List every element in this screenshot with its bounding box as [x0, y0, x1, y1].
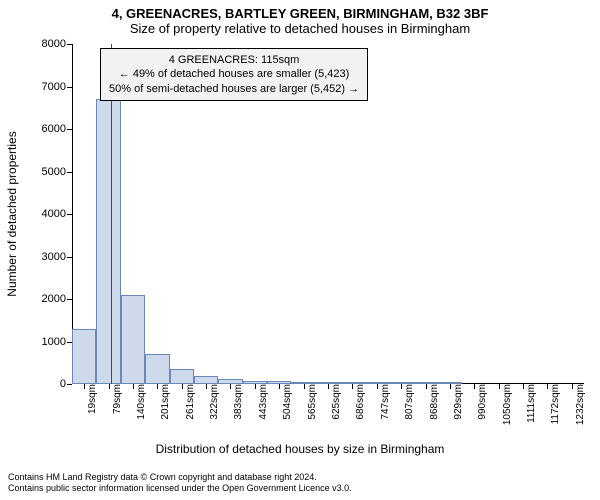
x-tick-label: 686sqm — [349, 384, 366, 420]
y-tick-label: 5000 — [42, 166, 72, 178]
x-tick-label: 1232sqm — [569, 384, 586, 425]
x-tick-label: 383sqm — [227, 384, 244, 420]
y-tick-label: 8000 — [42, 38, 72, 50]
x-tick-label: 322sqm — [203, 384, 220, 420]
footer: Contains HM Land Registry data © Crown c… — [8, 472, 352, 494]
x-tick-label: 1050sqm — [496, 384, 513, 425]
histogram-bar — [170, 369, 194, 384]
callout-line-2: ← 49% of detached houses are smaller (5,… — [109, 67, 359, 81]
histogram-bar — [194, 376, 218, 385]
chart-title: 4, GREENACRES, BARTLEY GREEN, BIRMINGHAM… — [0, 6, 600, 36]
callout-line-1: 4 GREENACRES: 115sqm — [109, 53, 359, 67]
x-tick-label: 201sqm — [154, 384, 171, 420]
x-tick-label: 807sqm — [398, 384, 415, 420]
callout-box: 4 GREENACRES: 115sqm ← 49% of detached h… — [100, 48, 368, 101]
histogram-bar — [96, 99, 120, 384]
x-tick-label: 990sqm — [471, 384, 488, 420]
x-tick-label: 443sqm — [252, 384, 269, 420]
x-tick-label: 625sqm — [325, 384, 342, 420]
x-tick-label: 565sqm — [301, 384, 318, 420]
x-tick-label: 929sqm — [447, 384, 464, 420]
y-tick-label: 0 — [60, 378, 72, 390]
x-tick-label: 140sqm — [130, 384, 147, 420]
footer-line-2: Contains public sector information licen… — [8, 483, 352, 494]
histogram-bar — [72, 329, 96, 384]
title-line-2: Size of property relative to detached ho… — [0, 21, 600, 36]
x-tick-label: 868sqm — [423, 384, 440, 420]
y-tick-label: 4000 — [42, 208, 72, 220]
x-tick-label: 747sqm — [374, 384, 391, 420]
y-axis-label: Number of detached properties — [5, 131, 19, 296]
y-tick-label: 2000 — [42, 293, 72, 305]
x-tick-label: 79sqm — [106, 384, 123, 414]
y-tick-label: 7000 — [42, 81, 72, 93]
x-tick-label: 261sqm — [179, 384, 196, 420]
title-line-1: 4, GREENACRES, BARTLEY GREEN, BIRMINGHAM… — [0, 6, 600, 21]
histogram-bar — [145, 354, 169, 384]
callout-line-3: 50% of semi-detached houses are larger (… — [109, 82, 359, 96]
y-tick-label: 1000 — [42, 336, 72, 348]
y-tick-label: 3000 — [42, 251, 72, 263]
x-tick-label: 19sqm — [81, 384, 98, 414]
footer-line-1: Contains HM Land Registry data © Crown c… — [8, 472, 352, 483]
x-tick-label: 504sqm — [276, 384, 293, 420]
histogram-bar — [121, 295, 145, 384]
x-tick-label: 1111sqm — [520, 384, 537, 423]
x-tick-label: 1172sqm — [544, 384, 561, 424]
x-axis-label: Distribution of detached houses by size … — [0, 442, 600, 456]
y-tick-label: 6000 — [42, 123, 72, 135]
